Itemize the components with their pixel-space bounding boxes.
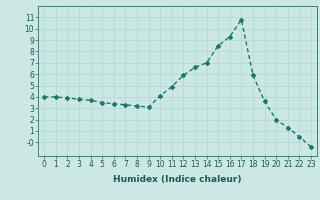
X-axis label: Humidex (Indice chaleur): Humidex (Indice chaleur) (113, 175, 242, 184)
